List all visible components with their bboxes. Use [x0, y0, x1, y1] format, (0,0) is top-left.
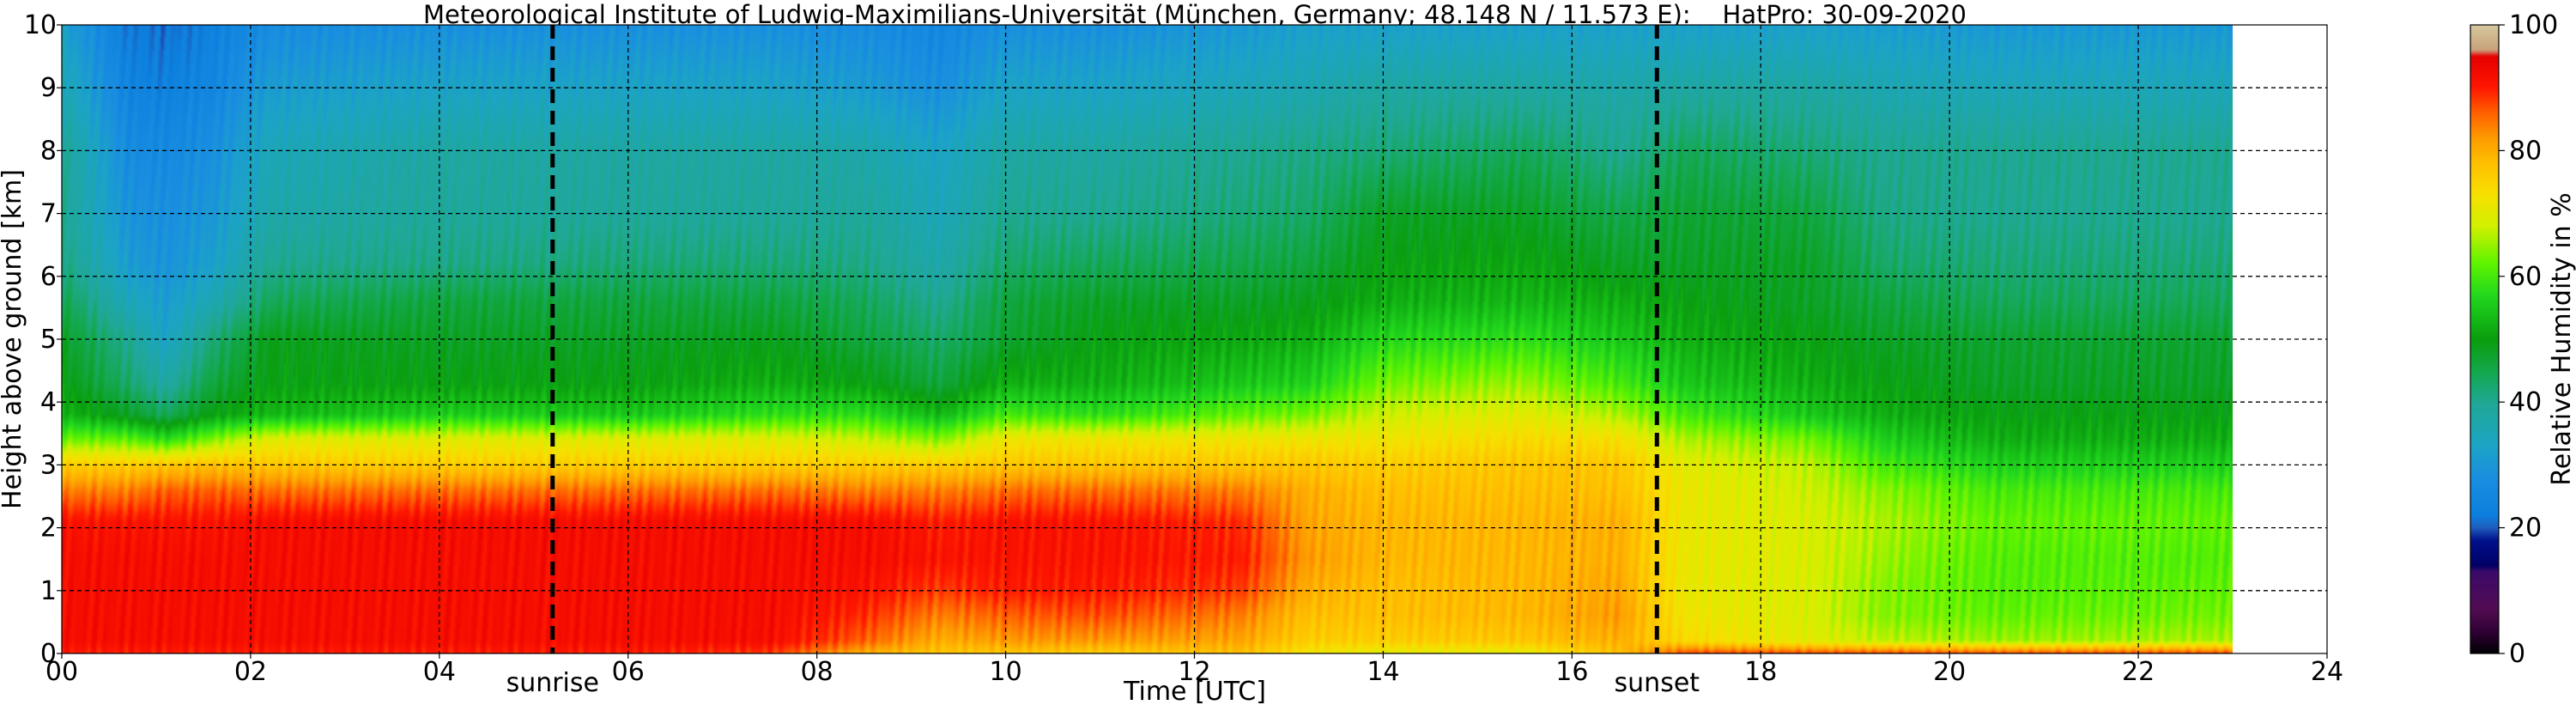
y-tick-label: 4 — [40, 387, 57, 417]
y-tick-label: 7 — [40, 199, 57, 229]
event-markers — [550, 25, 1659, 653]
x-tick-label: 18 — [1744, 657, 1777, 687]
x-tick-label: 00 — [45, 657, 78, 687]
y-tick-label: 10 — [24, 10, 57, 40]
y-tick-label: 2 — [40, 514, 57, 544]
x-axis-label: Time [UTC] — [1123, 677, 1266, 707]
colorbar-ticks: 0 20 40 60 80 100 — [2499, 10, 2558, 669]
plot-area — [61, 24, 2328, 654]
colorbar-gradient — [2470, 25, 2499, 653]
x-tick-label: 08 — [801, 657, 833, 687]
colorbar-frame — [2470, 24, 2500, 654]
x-axis-ticks: 00 02 04 06 08 10 12 14 16 18 20 22 24 — [45, 653, 2343, 687]
y-tick-label: 9 — [40, 73, 57, 103]
y-tick-label: 3 — [40, 450, 57, 480]
colorbar-tick-label: 20 — [2509, 514, 2542, 544]
y-tick-label: 6 — [40, 262, 57, 292]
colorbar-tick-label: 80 — [2509, 136, 2542, 166]
colorbar-tick-label: 0 — [2509, 639, 2525, 669]
y-tick-label: 5 — [40, 325, 57, 355]
x-tick-label: 06 — [612, 657, 645, 687]
x-tick-label: 12 — [1178, 657, 1210, 687]
x-tick-label: 20 — [1933, 657, 1966, 687]
chart-title: Meteorological Institute of Ludwig-Maxim… — [423, 0, 1967, 29]
x-tick-label: 10 — [989, 657, 1021, 687]
x-tick-label: 16 — [1555, 657, 1588, 687]
colorbar-tick-label: 60 — [2509, 262, 2542, 292]
x-tick-label: 22 — [2122, 657, 2155, 687]
y-axis-ticks: 0 1 2 3 4 5 6 7 8 9 10 — [24, 10, 62, 669]
colorbar-label: Relative Humidity in % — [2547, 192, 2576, 485]
x-tick-label: 14 — [1367, 657, 1399, 687]
event-label-sunset: sunset — [1615, 668, 1700, 698]
y-axis-label: Height above ground [km] — [0, 169, 27, 509]
grid-lines — [62, 25, 2327, 653]
x-tick-label: 04 — [423, 657, 456, 687]
y-tick-label: 0 — [40, 639, 57, 669]
event-label-sunrise: sunrise — [506, 668, 599, 698]
colorbar-tick-label: 100 — [2509, 10, 2558, 40]
y-tick-label: 8 — [40, 136, 57, 166]
x-tick-label: 24 — [2311, 657, 2343, 687]
y-tick-label: 1 — [40, 576, 57, 606]
colorbar-tick-label: 40 — [2509, 387, 2542, 417]
colorbar: 0 20 40 60 80 100 Relative Humidity in % — [2470, 10, 2576, 669]
x-tick-label: 02 — [234, 657, 267, 687]
